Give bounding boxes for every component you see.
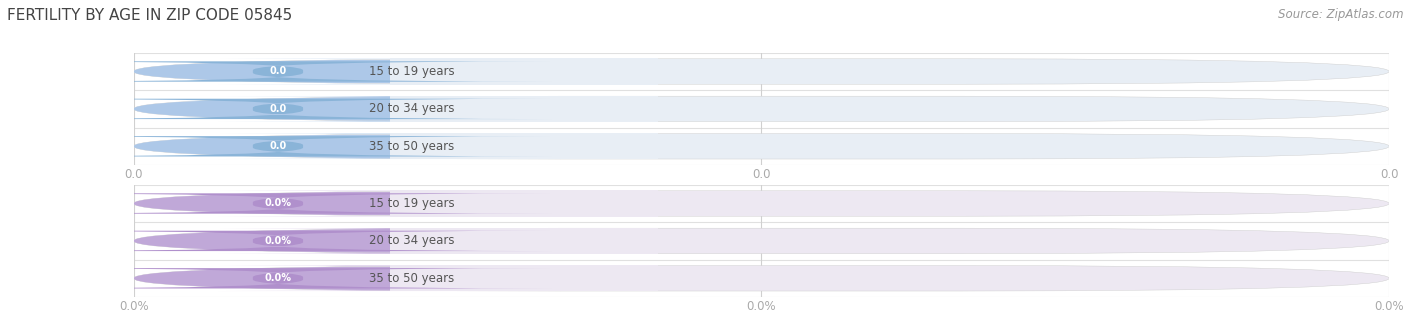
Text: 0.0%: 0.0% [264, 273, 291, 283]
FancyBboxPatch shape [134, 96, 1389, 122]
FancyBboxPatch shape [134, 266, 645, 291]
FancyBboxPatch shape [134, 191, 645, 216]
Text: 15 to 19 years: 15 to 19 years [370, 65, 454, 78]
FancyBboxPatch shape [4, 136, 551, 156]
Text: 0.0%: 0.0% [264, 199, 291, 209]
FancyBboxPatch shape [134, 228, 645, 254]
Text: 35 to 50 years: 35 to 50 years [370, 272, 454, 285]
Text: 20 to 34 years: 20 to 34 years [370, 234, 454, 248]
Bar [389, 228, 658, 254]
FancyBboxPatch shape [134, 59, 1389, 84]
FancyBboxPatch shape [134, 134, 645, 159]
FancyBboxPatch shape [4, 193, 551, 214]
Text: 0.0: 0.0 [270, 67, 287, 77]
FancyBboxPatch shape [4, 268, 551, 288]
Bar [389, 133, 658, 159]
FancyBboxPatch shape [134, 96, 645, 122]
FancyBboxPatch shape [4, 61, 551, 82]
Bar [389, 265, 658, 291]
FancyBboxPatch shape [134, 59, 645, 84]
Text: 0.0: 0.0 [270, 104, 287, 114]
FancyBboxPatch shape [4, 231, 551, 251]
FancyBboxPatch shape [4, 99, 551, 119]
Text: 15 to 19 years: 15 to 19 years [370, 197, 454, 210]
Bar [389, 190, 658, 216]
Text: FERTILITY BY AGE IN ZIP CODE 05845: FERTILITY BY AGE IN ZIP CODE 05845 [7, 8, 292, 23]
FancyBboxPatch shape [134, 228, 1389, 254]
Text: Source: ZipAtlas.com: Source: ZipAtlas.com [1278, 8, 1403, 21]
Text: 20 to 34 years: 20 to 34 years [370, 102, 454, 115]
FancyBboxPatch shape [134, 266, 1389, 291]
Bar [389, 58, 658, 84]
Text: 0.0: 0.0 [270, 141, 287, 151]
FancyBboxPatch shape [134, 191, 1389, 216]
Bar [389, 96, 658, 122]
Text: 0.0%: 0.0% [264, 236, 291, 246]
Text: 35 to 50 years: 35 to 50 years [370, 140, 454, 153]
FancyBboxPatch shape [134, 134, 1389, 159]
